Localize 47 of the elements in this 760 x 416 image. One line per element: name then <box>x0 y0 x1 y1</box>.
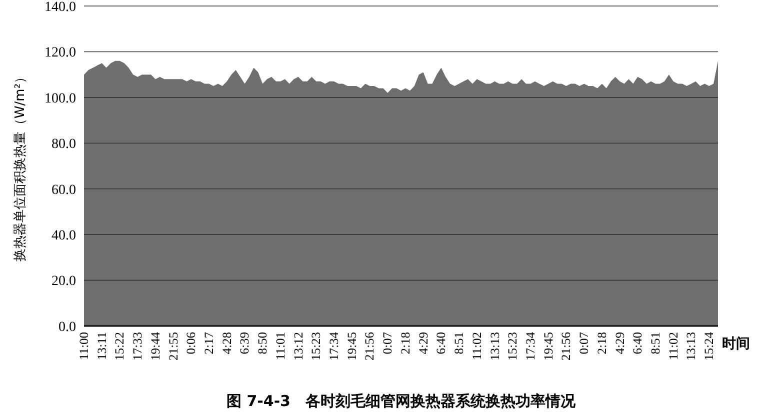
x-tick-label: 15:24 <box>702 331 716 360</box>
x-tick-label: 4:28 <box>220 332 234 354</box>
x-tick-label: 0:06 <box>184 332 198 354</box>
x-tick-label: 11:02 <box>666 332 680 360</box>
x-tick-label: 15:23 <box>309 332 324 360</box>
y-tick-label: 60.0 <box>52 182 76 198</box>
x-tick-label: 2:17 <box>202 332 216 354</box>
x-tick-label: 6:39 <box>238 332 252 354</box>
y-tick-label: 0.0 <box>58 320 76 335</box>
x-tick-label: 4:29 <box>612 332 627 354</box>
x-tick-label: 8:51 <box>452 332 466 354</box>
y-tick-label: 20.0 <box>52 274 76 290</box>
y-tick-label: 140.0 <box>44 0 76 15</box>
x-tick-label: 11:02 <box>470 332 484 360</box>
x-tick-label: 21:55 <box>166 332 180 360</box>
x-tick-label: 21:56 <box>362 332 377 360</box>
x-tick-label: 8:51 <box>648 332 662 354</box>
x-tick-label: 11:01 <box>273 332 288 360</box>
x-axis-title: 时间 <box>722 336 750 352</box>
text: 图 7-4-3 各时刻毛细管网换热器系统换热功率情况 <box>226 392 576 410</box>
x-tick-label: 11:00 <box>77 332 91 360</box>
x-tick-label: 2:18 <box>398 332 412 354</box>
x-tick-label: 17:33 <box>130 332 145 360</box>
y-axis-title: 换热器单位面积换热量（W/m²） <box>13 70 28 262</box>
x-tick-label: 13:13 <box>684 332 698 360</box>
x-tick-label: 2:18 <box>594 332 609 354</box>
x-tick-label: 13:11 <box>94 332 109 360</box>
x-tick-label: 4:29 <box>416 332 430 354</box>
x-tick-label: 17:34 <box>523 331 538 360</box>
x-tick-label: 13:13 <box>488 332 502 360</box>
x-tick-label: 6:40 <box>630 332 645 354</box>
y-tick-label: 40.0 <box>52 228 76 244</box>
x-tick-label: 17:34 <box>327 331 342 360</box>
x-tick-label: 15:22 <box>112 332 127 360</box>
y-tick-label: 100.0 <box>44 91 76 106</box>
x-tick-label: 8:50 <box>256 332 270 354</box>
x-tick-label: 21:56 <box>559 332 574 360</box>
y-tick-label: 120.0 <box>44 46 76 61</box>
x-tick-label: 19:44 <box>148 331 162 360</box>
x-tick-label: 6:40 <box>434 332 448 354</box>
x-tick-label: 0:07 <box>380 332 395 354</box>
y-tick-label: 80.0 <box>52 137 76 152</box>
x-tick-label: 0:07 <box>577 332 592 354</box>
x-tick-label: 19:45 <box>344 332 359 360</box>
x-tick-label: 19:45 <box>541 332 556 360</box>
x-tick-label: 13:12 <box>291 332 306 360</box>
x-tick-label: 15:23 <box>506 332 520 360</box>
